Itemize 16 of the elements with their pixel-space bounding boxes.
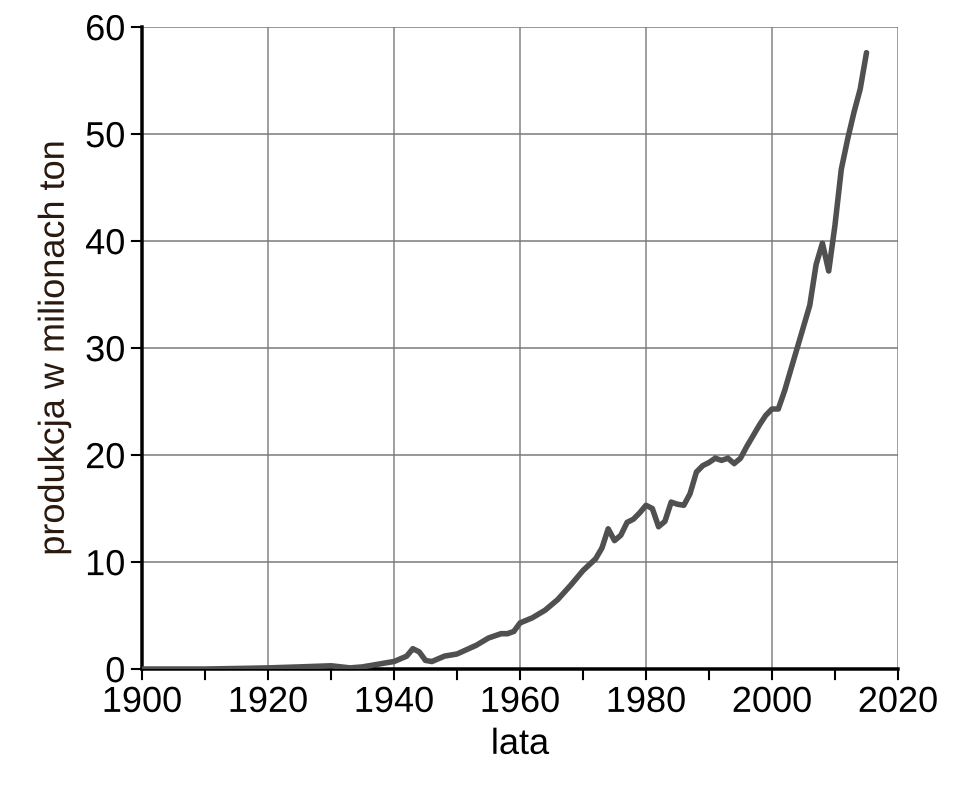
x-axis-title: lata — [493, 728, 550, 754]
y-tick-label: 50 — [86, 122, 124, 148]
y-tick-label: 60 — [87, 14, 124, 40]
y-tick-label: 20 — [86, 442, 124, 468]
y-axis-title: produkcja w milionach ton — [38, 142, 72, 554]
y-tick-label: 40 — [86, 228, 124, 254]
x-tick-label: 1940 — [356, 686, 433, 712]
y-tick-label: 30 — [86, 336, 124, 362]
x-tick-label: 1920 — [230, 686, 307, 712]
x-tick-label: 2020 — [860, 686, 937, 712]
x-tick-label: 1900 — [104, 686, 181, 712]
y-tick-label: 10 — [88, 550, 124, 576]
x-tick-label: 1960 — [482, 686, 559, 712]
y-tick-label: 0 — [106, 656, 124, 682]
x-tick-label: 1980 — [608, 686, 685, 712]
x-tick-label: 2000 — [734, 686, 811, 712]
